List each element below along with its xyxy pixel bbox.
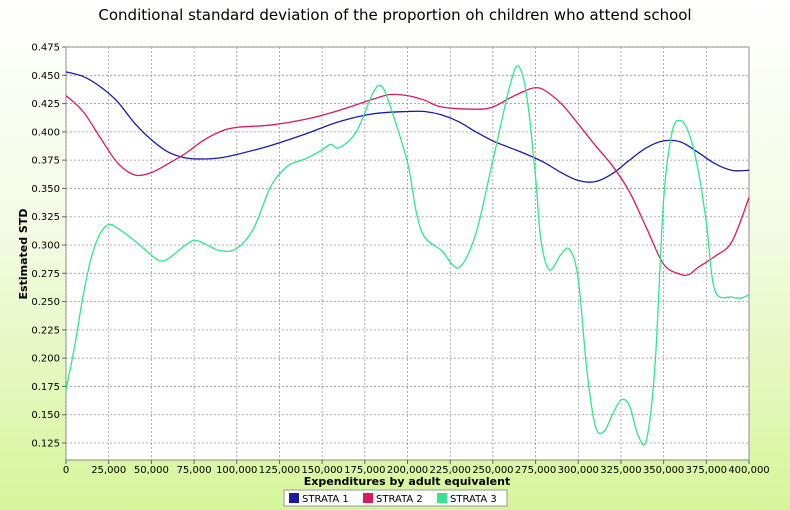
- chart-title: Conditional standard deviation of the pr…: [98, 6, 691, 24]
- y-tick-label: 0.350: [31, 184, 60, 195]
- x-tick-label: 25,000: [91, 465, 126, 476]
- y-tick-label: 0.475: [31, 43, 60, 54]
- y-tick-label: 0.325: [31, 212, 60, 223]
- legend-swatch: [289, 493, 299, 503]
- x-tick-label: 0: [63, 465, 69, 476]
- legend-label: STRATA 2: [376, 494, 423, 505]
- y-tick-label: 0.250: [31, 297, 60, 308]
- y-axis: 0.475 0.450 0.425 0.400 0.375 0.350 0.325 0.300…: [31, 43, 66, 450]
- y-tick-label: 0.275: [31, 269, 60, 280]
- y-tick-label: 0.425: [31, 99, 60, 110]
- x-tick-label: 400,000: [728, 465, 769, 476]
- x-tick-label: 350,000: [643, 465, 684, 476]
- y-tick-label: 0.450: [31, 71, 60, 82]
- y-axis-label: Estimated STD: [17, 209, 30, 300]
- x-tick-label: 325,000: [600, 465, 641, 476]
- x-tick-label: 150,000: [301, 465, 342, 476]
- series: [65, 65, 750, 446]
- y-tick-label: 0.150: [31, 410, 60, 421]
- legend-label: STRATA 1: [302, 494, 349, 505]
- grid: [65, 46, 750, 460]
- x-axis-label: Expenditures by adult equivalent: [304, 475, 510, 488]
- x-tick-label: 200,000: [387, 465, 428, 476]
- series-line-strata-3: [65, 65, 750, 446]
- series-line-strata-1: [65, 71, 750, 183]
- x-tick-label: 375,000: [686, 465, 727, 476]
- x-tick-label: 275,000: [515, 465, 556, 476]
- series-line-strata-2: [65, 87, 750, 277]
- legend-box: [283, 489, 508, 507]
- x-tick-label: 125,000: [259, 465, 300, 476]
- y-tick-label: 0.300: [31, 241, 60, 252]
- legend: STRATA 1 STRATA 2 STRATA 3: [283, 489, 508, 507]
- y-tick-label: 0.375: [31, 156, 60, 167]
- x-tick-label: 300,000: [558, 465, 599, 476]
- y-tick-label: 0.225: [31, 325, 60, 336]
- legend-swatch: [363, 493, 373, 503]
- x-tick-label: 75,000: [177, 465, 212, 476]
- legend-swatch: [437, 493, 447, 503]
- legend-label: STRATA 3: [450, 494, 497, 505]
- x-tick-label: 175,000: [344, 465, 385, 476]
- y-tick-label: 0.175: [31, 382, 60, 393]
- y-tick-label: 0.200: [31, 354, 60, 365]
- x-axis: 0 25,000 50,000 75,000 100,000 125,000 150,000…: [63, 460, 770, 476]
- x-tick-label: 250,000: [472, 465, 513, 476]
- y-tick-label: 0.125: [31, 439, 60, 450]
- x-tick-label: 50,000: [134, 465, 169, 476]
- y-tick-label: 0.400: [31, 127, 60, 138]
- x-tick-label: 225,000: [430, 465, 471, 476]
- x-tick-label: 100,000: [216, 465, 257, 476]
